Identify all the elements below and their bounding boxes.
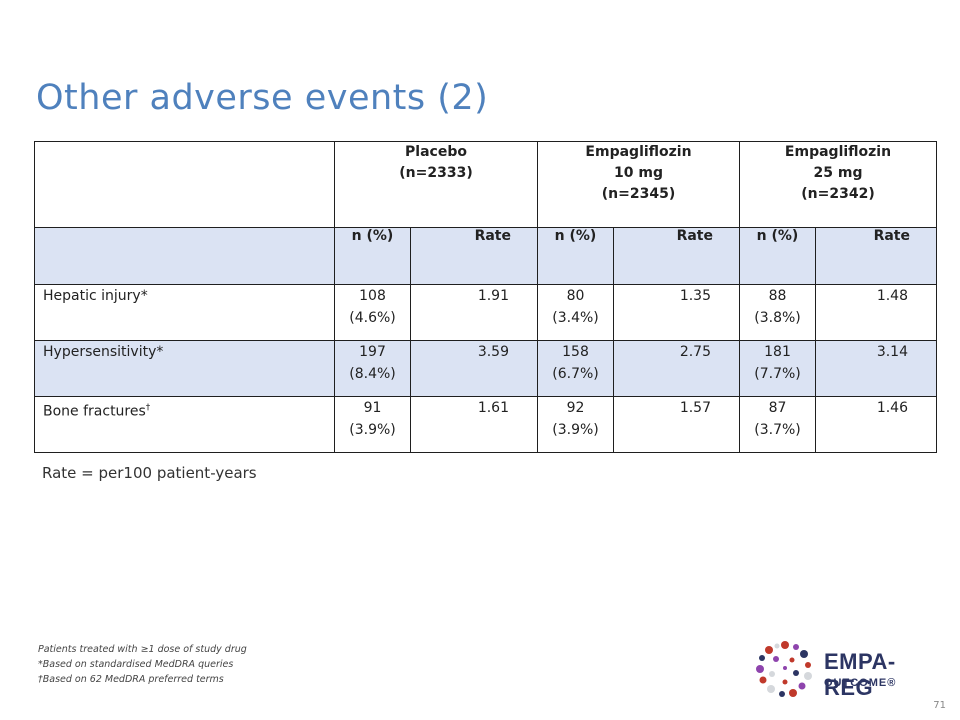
cell-n-pct: 87 (3.7%) (739, 396, 816, 453)
footnote: †Based on 62 MedDRA preferred terms (38, 674, 224, 685)
cell-n: 91 (363, 400, 382, 416)
cell-n-pct: 108 (4.6%) (334, 284, 411, 341)
cell-pct: (4.6%) (349, 310, 396, 326)
cell-n: 197 (359, 344, 386, 360)
table-row: Hepatic injury* 108 (4.6%) 1.91 80 (3.4%) … (34, 284, 937, 341)
cell-rate: 1.46 (815, 396, 937, 453)
cell-rate: 1.61 (410, 396, 538, 453)
cell-pct: (3.4%) (552, 310, 599, 326)
footnote: *Based on standardised MedDRA queries (38, 659, 234, 670)
cell-n-pct: 80 (3.4%) (537, 284, 614, 341)
group-header-line: (n=2333) (399, 165, 473, 181)
empa-reg-logo: EMPA-REG OUTCOME® (752, 637, 932, 701)
group-header-empa-10: Empagliflozin 10 mg (n=2345) (537, 141, 740, 228)
cell-rate: 2.75 (613, 340, 740, 397)
group-header-line: Placebo (405, 144, 467, 160)
cell-n-pct: 92 (3.9%) (537, 396, 614, 453)
group-header-line: Empagliflozin (585, 144, 692, 160)
cell-rate: 1.35 (613, 284, 740, 341)
subheader-rate: Rate (613, 227, 740, 285)
cell-rate: 1.91 (410, 284, 538, 341)
subheader-empty (34, 227, 335, 285)
cell-rate: 3.59 (410, 340, 538, 397)
group-header-line: 25 mg (813, 165, 863, 181)
subheader-row: n (%) Rate n (%) Rate n (%) Rate (34, 227, 937, 285)
cell-n: 108 (359, 288, 386, 304)
group-header-placebo: Placebo (n=2333) (334, 141, 538, 228)
rate-definition-note: Rate = per100 patient-years (42, 464, 257, 482)
group-header-line: (n=2342) (801, 186, 875, 202)
page-number: 71 (933, 700, 946, 711)
row-label: Hypersensitivity* (34, 340, 335, 397)
cell-pct: (3.7%) (754, 422, 801, 438)
cell-n: 158 (562, 344, 589, 360)
cell-pct: (7.7%) (754, 366, 801, 382)
slide-title: Other adverse events (2) (36, 78, 489, 118)
group-header-line: 10 mg (614, 165, 663, 181)
cell-pct: (6.7%) (552, 366, 599, 382)
group-header-empa-25: Empagliflozin 25 mg (n=2342) (739, 141, 937, 228)
table-row: Bone fractures† 91 (3.9%) 1.61 92 (3.9%) 1… (34, 396, 937, 453)
group-header-line: Empagliflozin (784, 144, 892, 160)
logo-text-sub: OUTCOME® (824, 677, 897, 689)
row-label-text: Bone fractures (43, 403, 146, 420)
subheader-rate: Rate (815, 227, 937, 285)
group-header-line: (n=2345) (601, 186, 676, 202)
cell-rate: 1.57 (613, 396, 740, 453)
cell-rate: 1.48 (815, 284, 937, 341)
row-label: Hepatic injury* (34, 284, 335, 341)
cell-n: 88 (768, 288, 787, 304)
cell-rate: 3.14 (815, 340, 937, 397)
footnote: Patients treated with ≥1 dose of study d… (38, 644, 247, 655)
cell-pct: (8.4%) (349, 366, 396, 382)
logo-text-main: EMPA-REG (824, 649, 896, 700)
cell-n: 87 (768, 400, 787, 416)
cell-n-pct: 91 (3.9%) (334, 396, 411, 453)
cell-n: 181 (764, 344, 791, 360)
subheader-n-pct: n (%) (537, 227, 614, 285)
group-header-row: Placebo (n=2333) Empagliflozin 10 mg (n=… (34, 141, 937, 228)
cell-n: 80 (566, 288, 585, 304)
footnotes: Patients treated with ≥1 dose of study d… (38, 642, 247, 687)
empty-corner-cell (34, 141, 335, 228)
cell-n-pct: 88 (3.8%) (739, 284, 816, 341)
cell-pct: (3.9%) (552, 422, 599, 438)
row-label: Bone fractures† (34, 396, 335, 453)
cell-pct: (3.9%) (349, 422, 396, 438)
table-row: Hypersensitivity* 197 (8.4%) 3.59 158 (6.7… (34, 340, 937, 397)
cell-n: 92 (566, 400, 585, 416)
cell-pct: (3.8%) (754, 310, 801, 326)
subheader-n-pct: n (%) (334, 227, 411, 285)
subheader-rate: Rate (410, 227, 538, 285)
footnote-marker: † (145, 403, 151, 413)
logo-dot-ring-icon (756, 641, 812, 697)
subheader-n-pct: n (%) (739, 227, 816, 285)
cell-n-pct: 197 (8.4%) (334, 340, 411, 397)
cell-n-pct: 181 (7.7%) (739, 340, 816, 397)
cell-n-pct: 158 (6.7%) (537, 340, 614, 397)
adverse-events-table: Placebo (n=2333) Empagliflozin 10 mg (n=… (34, 141, 937, 453)
